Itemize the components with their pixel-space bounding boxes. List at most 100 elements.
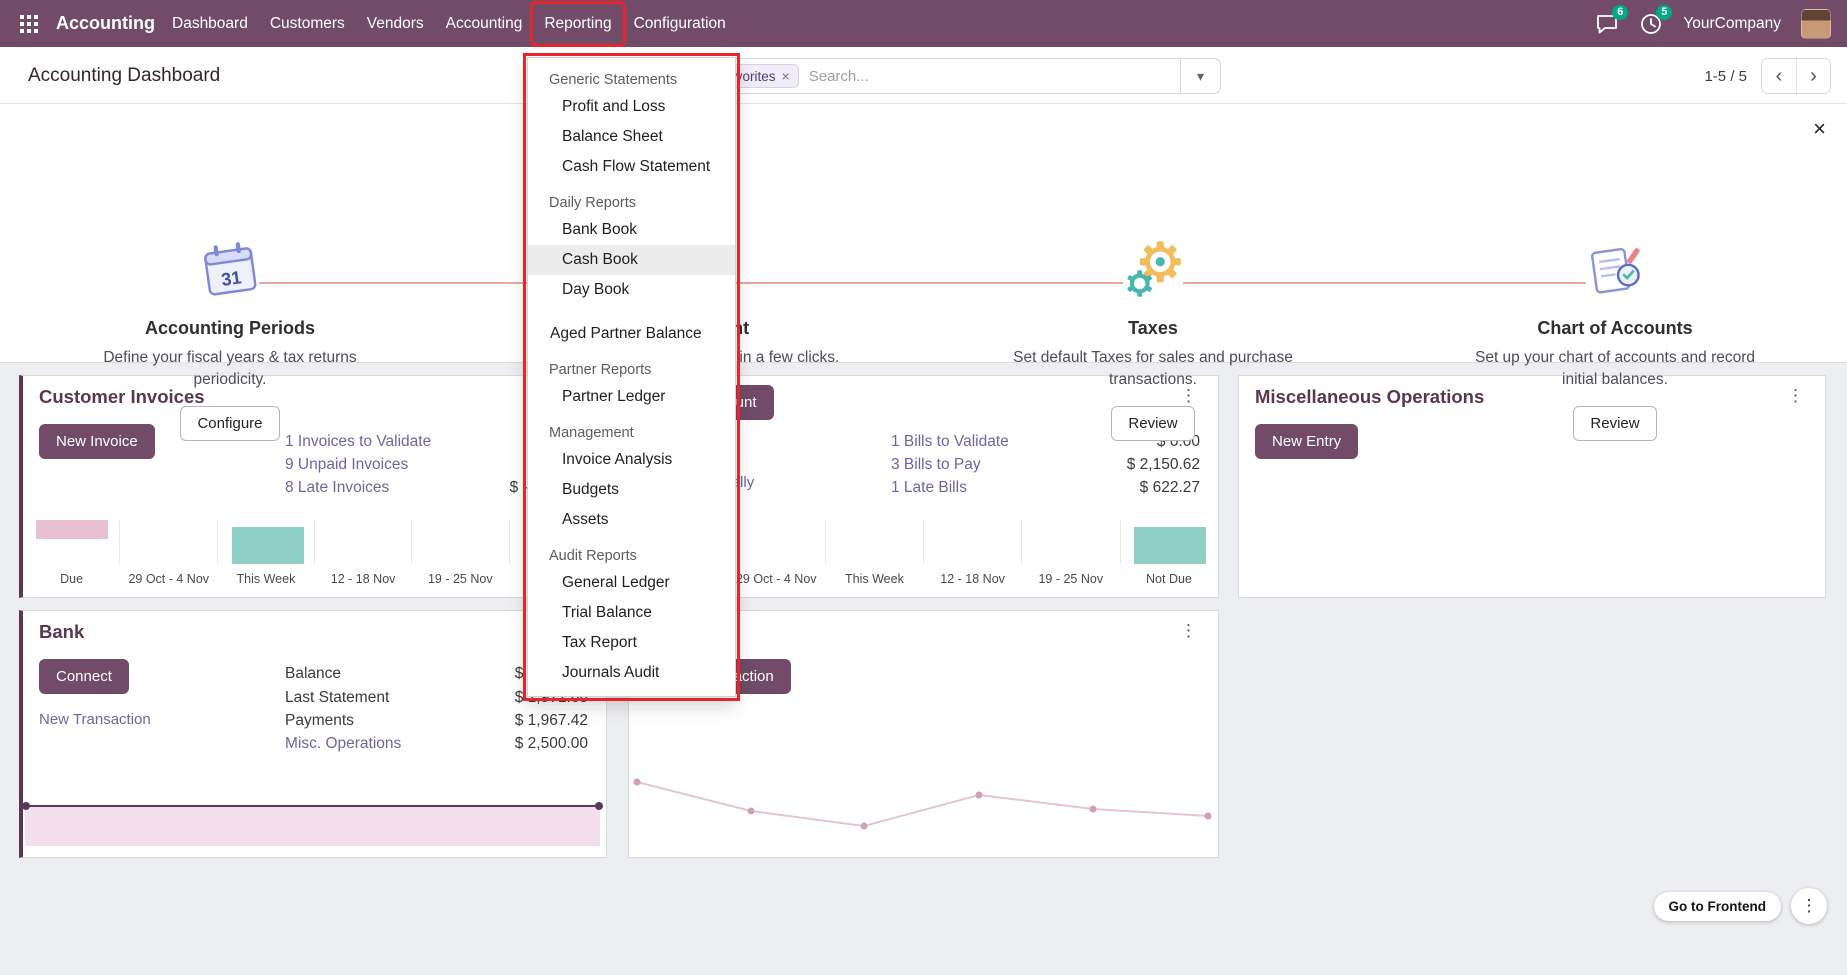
menu-item-tax-report[interactable]: Tax Report bbox=[562, 634, 637, 651]
menu-section-generic-statements: Generic Statements bbox=[549, 72, 678, 88]
bank-card: Bank Connect New Transaction Balance $ 3… bbox=[19, 610, 607, 858]
step-description: Set default Taxes for sales and purchase… bbox=[1013, 349, 1293, 388]
search-options-toggle[interactable]: ▾ bbox=[1180, 59, 1220, 93]
late-invoices-link[interactable]: 8 Late Invoices bbox=[285, 479, 390, 496]
topbar-right: 6 5 YourCompany bbox=[1595, 4, 1831, 39]
late-bills-link[interactable]: 1 Late Bills bbox=[891, 479, 967, 496]
chart-of-accounts-icon bbox=[1586, 240, 1644, 298]
menu-item-trial-balance[interactable]: Trial Balance bbox=[562, 604, 652, 621]
menu-item-aged-partner-balance[interactable]: Aged Partner Balance bbox=[550, 325, 702, 342]
gears-icon bbox=[1123, 240, 1183, 298]
misc-operations-link[interactable]: Misc. Operations bbox=[285, 735, 402, 752]
review-chart-of-accounts-button[interactable]: Review bbox=[1573, 406, 1657, 442]
nav-accounting[interactable]: Accounting bbox=[445, 14, 523, 32]
menu-item-bank-book[interactable]: Bank Book bbox=[562, 221, 637, 238]
step-title: Accounting Periods bbox=[144, 318, 315, 338]
menu-item-journals-audit[interactable]: Journals Audit bbox=[562, 664, 660, 681]
grid-icon bbox=[20, 14, 38, 33]
control-panel: Accounting Dashboard Favorites × ▾ 1-5 /… bbox=[0, 47, 1847, 104]
menu-section-daily-reports: Daily Reports bbox=[549, 195, 637, 211]
activities-icon[interactable]: 5 bbox=[1639, 4, 1673, 36]
pager: 1-5 / 5 ‹ › bbox=[1704, 58, 1831, 94]
last-statement-label: Last Statement bbox=[285, 689, 390, 706]
configure-button[interactable]: Configure bbox=[180, 406, 280, 442]
breadcrumb[interactable]: Accounting Dashboard bbox=[28, 65, 221, 86]
menu-item-profit-and-loss[interactable]: Profit and Loss bbox=[562, 98, 666, 115]
nav-customers[interactable]: Customers bbox=[269, 14, 345, 32]
step-description: Set up your chart of accounts and record… bbox=[1474, 349, 1756, 388]
due-bar bbox=[36, 520, 108, 539]
menu-section-audit-reports: Audit Reports bbox=[549, 548, 637, 564]
onboarding-banner: × 31 Accounting Periods Define your fisc… bbox=[0, 104, 1847, 442]
review-taxes-button[interactable]: Review bbox=[1111, 406, 1195, 442]
invoices-to-validate-link[interactable]: 1 Invoices to Validate bbox=[285, 433, 432, 450]
misc-operations-kebab-icon[interactable]: ⋮ bbox=[1787, 386, 1805, 405]
menu-section-partner-reports: Partner Reports bbox=[549, 362, 652, 378]
pager-next-icon[interactable]: › bbox=[1796, 59, 1830, 93]
user-avatar[interactable] bbox=[1801, 8, 1831, 39]
step-title: Chart of Accounts bbox=[1537, 318, 1693, 338]
clock-icon bbox=[1641, 13, 1662, 34]
messages-icon[interactable]: 6 bbox=[1595, 4, 1629, 36]
bank-balance-chart[interactable] bbox=[22, 802, 603, 846]
bank-title[interactable]: Bank bbox=[39, 621, 85, 642]
misc-operations-title[interactable]: Miscellaneous Operations bbox=[1255, 386, 1485, 407]
svg-text:31: 31 bbox=[220, 267, 243, 290]
menu-item-partner-ledger[interactable]: Partner Ledger bbox=[562, 388, 666, 405]
connect-button[interactable]: Connect bbox=[39, 659, 129, 694]
main-menu: Dashboard Customers Vendors Accounting R… bbox=[161, 0, 737, 47]
menu-item-cash-flow-statement[interactable]: Cash Flow Statement bbox=[562, 158, 711, 175]
menu-item-invoice-analysis[interactable]: Invoice Analysis bbox=[562, 451, 673, 468]
new-entry-button[interactable]: New Entry bbox=[1255, 424, 1359, 459]
nav-reporting[interactable]: Reporting bbox=[530, 0, 626, 47]
menu-item-general-ledger[interactable]: General Ledger bbox=[562, 574, 670, 591]
invoices-mini-chart[interactable] bbox=[23, 520, 606, 564]
menu-section-management: Management bbox=[549, 425, 634, 441]
menu-item-assets[interactable]: Assets bbox=[562, 511, 609, 528]
pager-buttons: ‹ › bbox=[1761, 58, 1831, 94]
chart-endpoint-right bbox=[595, 802, 603, 810]
nav-configuration[interactable]: Configuration bbox=[633, 14, 726, 32]
chart-endpoint-left bbox=[22, 802, 30, 810]
onboarding-step-chart-of-accounts: Chart of Accounts Set up your chart of a… bbox=[1445, 238, 1785, 442]
step-description: Define your fiscal years & tax returns p… bbox=[103, 349, 357, 388]
cash-line-chart[interactable] bbox=[629, 751, 1218, 856]
frontend-kebab-icon[interactable]: ⋮ bbox=[1791, 888, 1827, 924]
menu-item-cash-book[interactable]: Cash Book bbox=[528, 245, 735, 275]
facet-remove-icon[interactable]: × bbox=[781, 68, 790, 84]
nav-vendors[interactable]: Vendors bbox=[366, 14, 424, 32]
onboarding-step-accounting-periods: 31 Accounting Periods Define your fiscal… bbox=[60, 238, 400, 442]
menu-item-budgets[interactable]: Budgets bbox=[562, 481, 619, 498]
dashboard-area: Customer Invoices New Invoice 1 Invoices… bbox=[0, 363, 1847, 975]
search-input[interactable] bbox=[798, 67, 1180, 85]
new-invoice-button[interactable]: New Invoice bbox=[39, 424, 155, 459]
menu-item-balance-sheet[interactable]: Balance Sheet bbox=[562, 128, 663, 145]
calendar-icon: 31 bbox=[201, 240, 259, 298]
caret-down-icon: ▾ bbox=[1196, 67, 1205, 84]
cash-kebab-icon[interactable]: ⋮ bbox=[1180, 621, 1198, 640]
nav-dashboard[interactable]: Dashboard bbox=[172, 14, 248, 32]
bills-to-pay-link[interactable]: 3 Bills to Pay bbox=[891, 456, 981, 473]
company-switcher[interactable]: YourCompany bbox=[1683, 14, 1781, 32]
apps-grid-icon[interactable] bbox=[16, 11, 42, 37]
misc-operations-amount: $ 2,500.00 bbox=[514, 735, 588, 752]
miscellaneous-operations-card: Miscellaneous Operations ⋮ New Entry bbox=[1238, 375, 1826, 598]
bills-to-pay-amount: $ 2,150.62 bbox=[1126, 456, 1200, 473]
invoices-chart-labels: Due 29 Oct - 4 Nov This Week 12 - 18 Nov… bbox=[60, 572, 493, 586]
app-name[interactable]: Accounting bbox=[56, 13, 155, 33]
onboarding-progress-line bbox=[230, 282, 1615, 284]
vendor-bills-kebab-icon[interactable]: ⋮ bbox=[1180, 386, 1198, 405]
top-navbar: Accounting Dashboard Customers Vendors A… bbox=[0, 0, 1847, 47]
bills-to-validate-link[interactable]: 1 Bills to Validate bbox=[891, 433, 1009, 450]
banner-close-icon[interactable]: × bbox=[1813, 116, 1826, 141]
go-to-frontend-button[interactable]: Go to Frontend bbox=[1653, 891, 1781, 921]
activities-badge: 5 bbox=[1656, 4, 1673, 20]
balance-label: Balance bbox=[285, 665, 342, 682]
customer-invoices-title[interactable]: Customer Invoices bbox=[39, 386, 205, 407]
new-transaction-link[interactable]: New Transaction bbox=[39, 711, 151, 728]
customer-invoices-card: Customer Invoices New Invoice 1 Invoices… bbox=[19, 375, 607, 598]
onboarding-step-taxes: Taxes Set default Taxes for sales and pu… bbox=[983, 238, 1323, 442]
menu-item-day-book[interactable]: Day Book bbox=[562, 281, 630, 298]
unpaid-invoices-link[interactable]: 9 Unpaid Invoices bbox=[285, 456, 409, 473]
pager-previous-icon[interactable]: ‹ bbox=[1762, 59, 1796, 93]
